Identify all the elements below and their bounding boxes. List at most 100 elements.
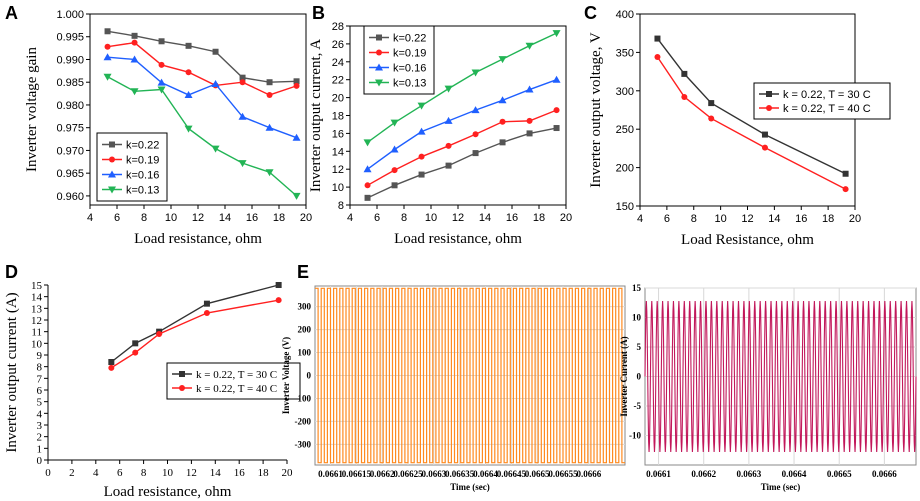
x-tick-label: 12 bbox=[186, 467, 197, 479]
x-tick-label: 6 bbox=[117, 467, 123, 479]
x-tick-label: 14 bbox=[479, 212, 491, 224]
x-tick-label: 16 bbox=[795, 213, 807, 225]
y-tick-label: 100 bbox=[298, 348, 312, 358]
y-tick-label: 150 bbox=[616, 201, 634, 213]
data-point bbox=[212, 48, 219, 55]
y-tick-label: 7 bbox=[37, 373, 43, 385]
y-tick-label: 0.990 bbox=[56, 54, 84, 66]
y-tick-label: 0 bbox=[307, 371, 312, 381]
y-tick-label: 0.995 bbox=[56, 32, 84, 44]
y-tick-label: 0.960 bbox=[56, 191, 84, 203]
data-point bbox=[132, 340, 139, 347]
y-tick-label: 300 bbox=[298, 302, 312, 312]
x-tick-label: 0.0664 bbox=[782, 469, 807, 479]
x-tick-label: 18 bbox=[273, 212, 285, 224]
x-tick-label: 10 bbox=[425, 212, 437, 224]
data-point bbox=[418, 171, 425, 178]
x-axis-label: Load resistance, ohm bbox=[104, 484, 232, 500]
y-tick-label: 5 bbox=[637, 342, 642, 352]
y-tick-label: 0.985 bbox=[56, 77, 84, 89]
legend-marker bbox=[109, 141, 115, 148]
data-point bbox=[471, 69, 480, 77]
legend-marker bbox=[766, 91, 772, 97]
y-tick-label: 9 bbox=[37, 350, 43, 362]
data-point bbox=[842, 170, 849, 177]
data-point bbox=[104, 43, 111, 50]
data-point bbox=[157, 86, 166, 94]
y-tick-label: 28 bbox=[332, 21, 344, 33]
panel-letter-e: E bbox=[297, 262, 309, 282]
x-tick-label: 14 bbox=[768, 213, 780, 225]
x-tick-label: 0.06645 bbox=[497, 469, 527, 479]
x-tick-label: 10 bbox=[162, 467, 174, 479]
series-line-2 bbox=[107, 56, 297, 139]
legend-marker bbox=[109, 156, 115, 163]
y-tick-label: 2 bbox=[37, 432, 43, 444]
panel-letter-b: B bbox=[312, 3, 325, 23]
x-tick-label: 12 bbox=[192, 212, 204, 224]
data-point bbox=[265, 169, 274, 177]
series-line-1 bbox=[107, 41, 297, 96]
x-tick-label: 0.06625 bbox=[393, 469, 423, 479]
data-point bbox=[417, 102, 426, 110]
y-tick-label: 0.970 bbox=[56, 145, 84, 157]
legend-marker bbox=[108, 170, 116, 178]
series-line-0 bbox=[107, 30, 297, 83]
data-point bbox=[418, 153, 425, 160]
x-tick-label: 10 bbox=[165, 212, 177, 224]
data-point bbox=[131, 39, 138, 46]
series-line-0 bbox=[367, 127, 557, 199]
data-point bbox=[471, 106, 480, 114]
data-point bbox=[293, 78, 300, 85]
data-point bbox=[390, 119, 399, 127]
y-tick-label: 4 bbox=[37, 408, 43, 420]
x-tick-label: 0.0662 bbox=[370, 469, 395, 479]
data-point bbox=[417, 127, 426, 135]
x-tick-label: 0.06655 bbox=[548, 469, 578, 479]
data-point bbox=[130, 88, 139, 96]
data-point bbox=[445, 162, 452, 169]
y-tick-label: 14 bbox=[332, 146, 344, 158]
chart-panel-e-voltage: 0.06610.066150.06620.066250.06630.066350… bbox=[281, 285, 626, 492]
legend-label: k=0.13 bbox=[126, 185, 159, 197]
x-axis-label: Load resistance, ohm bbox=[134, 231, 262, 247]
legend-marker bbox=[179, 371, 185, 377]
y-tick-label: 250 bbox=[616, 124, 634, 136]
y-tick-label: 10 bbox=[632, 313, 642, 323]
y-tick-label: 18 bbox=[332, 111, 344, 123]
data-point bbox=[681, 70, 688, 77]
y-tick-label: 11 bbox=[31, 327, 42, 339]
y-tick-label: -200 bbox=[295, 416, 312, 426]
data-point bbox=[203, 310, 210, 316]
y-tick-label: 350 bbox=[616, 47, 634, 59]
x-tick-label: 18 bbox=[258, 467, 270, 479]
data-point bbox=[158, 38, 165, 45]
data-point bbox=[266, 91, 273, 98]
data-point bbox=[275, 297, 282, 304]
x-tick-label: 12 bbox=[741, 213, 753, 225]
x-tick-label: 0.0663 bbox=[737, 469, 762, 479]
data-point bbox=[293, 82, 300, 89]
data-point bbox=[681, 93, 688, 100]
data-point bbox=[553, 125, 560, 132]
data-point bbox=[184, 125, 193, 133]
data-point bbox=[275, 282, 282, 288]
y-tick-label: 14 bbox=[31, 292, 43, 304]
x-tick-label: 4 bbox=[93, 467, 99, 479]
data-point bbox=[239, 79, 246, 86]
x-tick-label: 6 bbox=[374, 212, 380, 224]
y-tick-label: 26 bbox=[332, 39, 344, 51]
y-tick-label: -100 bbox=[295, 393, 312, 403]
legend-label: k=0.22 bbox=[126, 140, 159, 152]
chart-panel-d: 0 2 4 6 8 10 12 14 16 18 200123456789101112131415L… bbox=[4, 280, 301, 500]
data-point bbox=[654, 54, 661, 61]
data-point bbox=[708, 100, 715, 107]
legend-marker bbox=[376, 34, 382, 41]
x-tick-label: 8 bbox=[141, 467, 147, 479]
data-point bbox=[553, 107, 560, 114]
legend-marker bbox=[376, 49, 382, 56]
x-tick-label: 10 bbox=[715, 213, 727, 225]
data-point bbox=[552, 75, 561, 83]
chart-panel-a: 4 6 8 10 12 14 16 18 20 0.960 0.965 0.970 0.975 0.980… bbox=[24, 9, 312, 247]
data-point bbox=[761, 144, 768, 151]
